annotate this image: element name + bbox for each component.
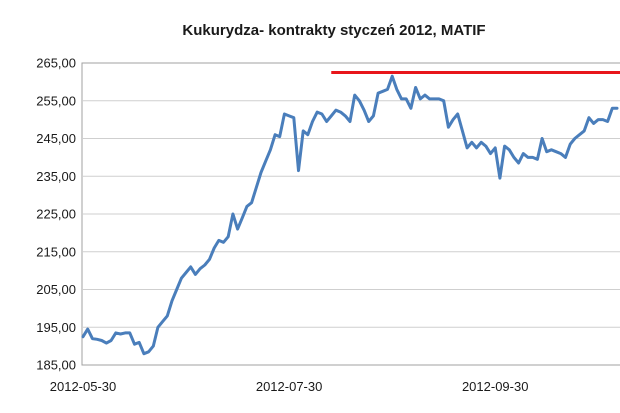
chart-title: Kukurydza- kontrakty styczeń 2012, MATIF bbox=[182, 22, 485, 39]
y-tick-label: 225,00 bbox=[36, 207, 76, 222]
y-tick-label: 205,00 bbox=[36, 282, 76, 297]
series-line bbox=[81, 74, 619, 356]
x-tick-label: 2012-07-30 bbox=[256, 379, 323, 394]
y-tick-label: 235,00 bbox=[36, 169, 76, 184]
y-tick-label: 265,00 bbox=[36, 56, 76, 71]
y-tick-labels: 185,00 195,00 205,00 215,00 225,00 235,00 245,… bbox=[36, 56, 76, 373]
y-tick-label: 255,00 bbox=[36, 93, 76, 108]
y-tick-label: 185,00 bbox=[36, 358, 76, 373]
x-tick-labels: 2012-05-30 2012-07-30 2012-09-30 bbox=[50, 379, 529, 394]
y-tick-label: 245,00 bbox=[36, 131, 76, 146]
series-layer bbox=[81, 74, 619, 356]
y-tick-label: 215,00 bbox=[36, 244, 76, 259]
x-tick-label: 2012-05-30 bbox=[50, 379, 117, 394]
grid-lines bbox=[82, 100, 620, 328]
y-tick-label: 195,00 bbox=[36, 320, 76, 335]
x-tick-label: 2012-09-30 bbox=[462, 379, 529, 394]
